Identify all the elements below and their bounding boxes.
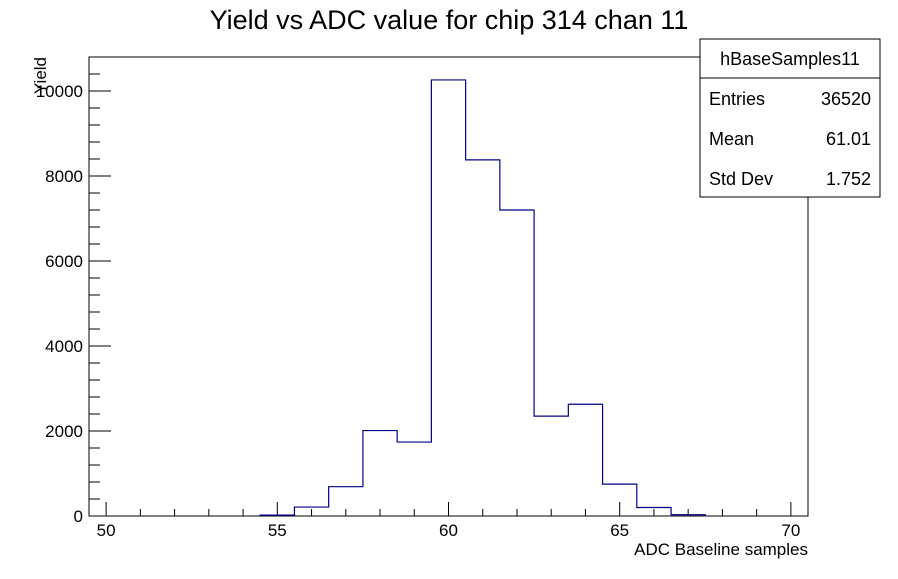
y-tick-label: 6000 [45, 252, 83, 271]
histogram-bin [260, 515, 294, 516]
stats-box-frame [699, 38, 881, 198]
histogram-bin [329, 487, 363, 516]
histogram-bin [637, 508, 671, 517]
stats-mean-value: 61.01 [826, 129, 871, 149]
histogram-bin [671, 515, 705, 516]
histogram-bin [500, 210, 534, 516]
stats-box-title: hBaseSamples11 [720, 49, 860, 69]
histogram-bin [466, 160, 500, 516]
stats-stddev-label: Std Dev [709, 169, 773, 189]
stats-mean-label: Mean [709, 129, 754, 149]
y-tick-label: 8000 [45, 167, 83, 186]
stats-entries-value: 36520 [821, 89, 871, 109]
stats-entries-label: Entries [709, 89, 765, 109]
x-tick-label: 70 [781, 521, 800, 540]
histogram-bin [568, 404, 602, 516]
chart-title: Yield vs ADC value for chip 314 chan 11 [210, 5, 689, 35]
histogram-bin [397, 442, 431, 516]
histogram-bin [534, 416, 568, 516]
histogram-bin [294, 507, 328, 516]
stats-box: hBaseSamples11 Entries 36520 Mean 61.01 … [699, 38, 881, 198]
x-tick-label: 50 [97, 521, 116, 540]
y-axis-label: Yield [31, 57, 50, 94]
histogram-bin [363, 431, 397, 516]
y-tick-label: 4000 [45, 337, 83, 356]
x-tick-label: 55 [268, 521, 287, 540]
x-axis-label: ADC Baseline samples [634, 540, 808, 559]
x-tick-label: 60 [439, 521, 458, 540]
histogram-outline [259, 79, 706, 516]
stats-stddev-value: 1.752 [826, 169, 871, 189]
x-tick-label: 65 [610, 521, 629, 540]
histogram-bin [603, 484, 637, 516]
axes: 50 55 60 65 70 0 2000 4000 6000 8000 10000 [36, 56, 800, 540]
y-tick-label: 10000 [36, 82, 83, 101]
y-tick-label: 0 [74, 507, 83, 526]
histogram-bin [431, 80, 465, 516]
y-tick-label: 2000 [45, 422, 83, 441]
